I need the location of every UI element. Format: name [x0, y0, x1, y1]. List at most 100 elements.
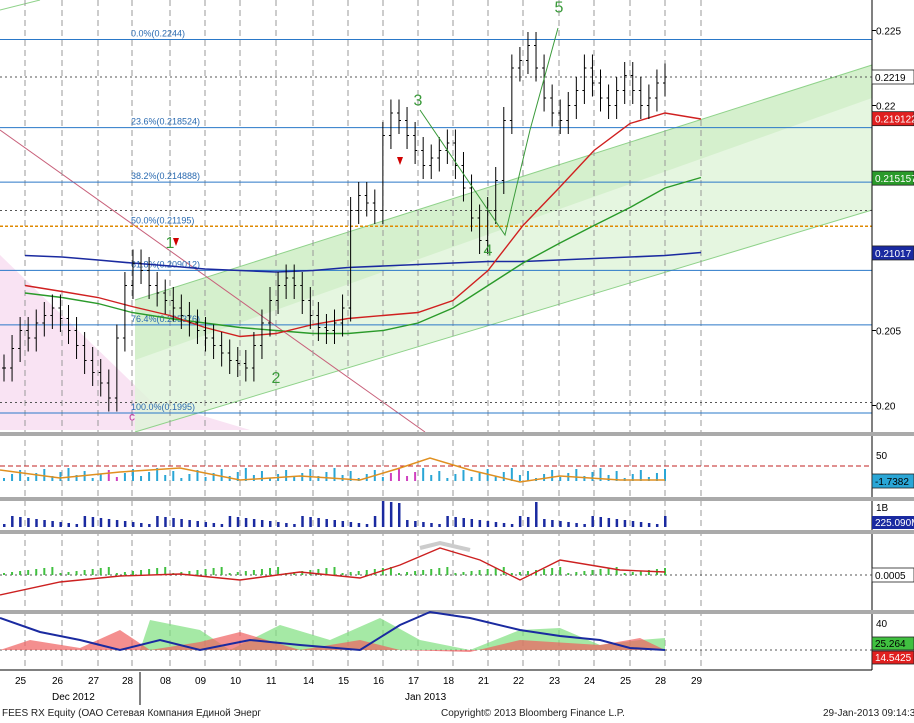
volume-bar	[51, 521, 54, 527]
price-bar	[171, 287, 176, 322]
price-bar	[372, 189, 377, 224]
osc-bar	[599, 468, 602, 481]
macd-bar	[357, 571, 360, 575]
wave-label: c	[129, 410, 135, 424]
price-bar	[396, 99, 401, 134]
osc-bar	[204, 477, 207, 481]
osc-bar	[494, 476, 497, 481]
price-bar	[380, 122, 385, 224]
osc-bar	[285, 470, 288, 481]
macd-bar	[397, 573, 400, 575]
macd-bar	[510, 573, 513, 575]
volume-bar	[591, 516, 594, 527]
price-bar	[74, 317, 79, 359]
osc-bar	[27, 477, 30, 481]
volume-bar	[478, 520, 482, 527]
red-marker-icon	[397, 157, 403, 165]
macd-bar	[502, 567, 505, 575]
x-tick-label: 22	[513, 676, 525, 687]
osc-bar	[293, 477, 296, 481]
price-bar	[219, 332, 224, 367]
macd-bar	[333, 567, 336, 575]
volume-bar	[607, 518, 611, 527]
footer: FEES RX Equity (ОАО Сетевая Компания Еди…	[0, 705, 914, 723]
price-bar	[147, 257, 152, 299]
price-bar	[26, 317, 31, 352]
price-bar	[300, 272, 305, 314]
osc-bar	[446, 478, 449, 481]
x-tick-label: 09	[195, 676, 207, 687]
price-bar	[98, 359, 103, 397]
dmi-red-label: 14.5425	[875, 653, 912, 664]
macd-bar	[228, 573, 231, 575]
volume-bar	[123, 521, 127, 527]
dmi-green-tag	[871, 636, 914, 651]
volume-bar	[446, 516, 449, 527]
macd-bar	[422, 570, 425, 575]
osc-bar	[269, 478, 272, 481]
price-bar	[364, 182, 369, 217]
osc-bar	[430, 475, 433, 481]
osc-bar	[526, 471, 529, 481]
price-bar	[211, 324, 216, 359]
volume-bar	[567, 522, 570, 527]
osc-bar	[131, 469, 134, 481]
macd-bar	[91, 569, 94, 575]
volume-bar	[454, 517, 457, 527]
price-bar	[82, 332, 87, 374]
price-bar	[469, 174, 474, 232]
volume-bar	[204, 522, 208, 527]
dmi-red-fill	[0, 630, 665, 652]
osc-bar	[220, 469, 223, 481]
macd-bar	[277, 567, 280, 575]
macd-bar	[317, 569, 320, 575]
volume-bar	[518, 516, 522, 527]
price-bar	[574, 77, 579, 119]
osc-bar	[615, 471, 618, 481]
osc-bar	[655, 473, 658, 481]
top-left-channel-line	[0, 0, 41, 11]
macd-bar	[406, 572, 409, 575]
osc-bar	[607, 475, 610, 481]
macd-bar	[252, 570, 255, 575]
green-channel-inner	[135, 65, 872, 360]
osc-bar	[591, 472, 594, 481]
macd-bar	[75, 571, 78, 575]
price-bar	[90, 347, 95, 386]
price-bar	[235, 347, 240, 377]
price-bar	[292, 264, 297, 299]
osc-last-tag	[871, 473, 914, 489]
x-tick-label: 24	[584, 676, 596, 687]
volume-bar	[148, 524, 151, 527]
macd-signal-area	[419, 540, 471, 552]
price-bar	[155, 272, 160, 307]
macd-bar	[59, 573, 62, 575]
volume-bar	[172, 518, 175, 527]
price-bar	[509, 54, 514, 134]
price-bar	[493, 167, 498, 224]
osc-bar	[389, 473, 392, 481]
price-bar	[477, 204, 482, 254]
price-bar	[284, 264, 289, 299]
macd-bar	[325, 568, 328, 575]
osc-bar	[164, 475, 167, 481]
price-bar	[187, 302, 192, 337]
macd-bar	[462, 572, 465, 575]
macd-bar	[220, 567, 223, 575]
price-bar	[332, 309, 337, 344]
price-bar	[606, 84, 611, 119]
macd-bar	[148, 569, 151, 575]
x-tick-label: 28	[655, 676, 667, 687]
fib-label: 38.2%(0.214888)	[131, 171, 200, 181]
macd-bar	[107, 567, 110, 575]
volume-bar	[180, 519, 183, 527]
macd-bar	[196, 570, 199, 575]
macd-bar	[51, 567, 54, 575]
macd-bar	[156, 568, 159, 575]
price-bar	[630, 62, 635, 104]
osc-bar	[252, 475, 255, 481]
price-tag-label: 0.215157	[875, 174, 914, 185]
osc-bar	[180, 478, 183, 481]
dmi-green-label: 25.264	[875, 639, 906, 650]
macd-bar	[349, 572, 352, 575]
